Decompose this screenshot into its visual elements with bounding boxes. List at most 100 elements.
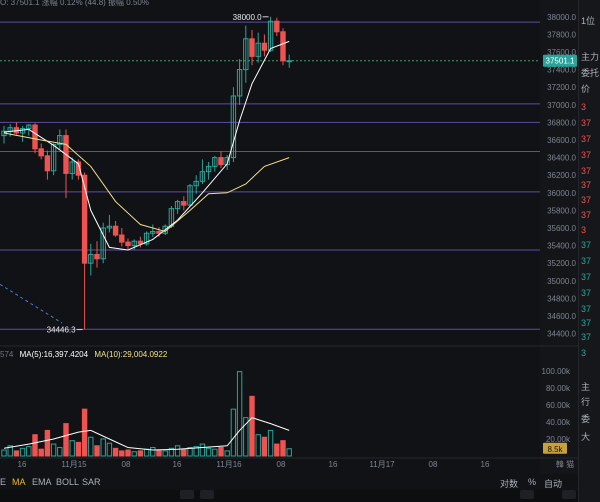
candle-body <box>119 234 125 243</box>
ma-line-ma5 <box>3 40 290 251</box>
candle-body <box>143 232 150 245</box>
volume-bar <box>174 445 181 457</box>
price-tick-label: 35000.0 <box>547 277 576 286</box>
time-tick-label: 11月15 <box>61 460 87 469</box>
candle-body <box>88 253 94 264</box>
volume-bar <box>267 429 274 457</box>
candle-body <box>286 60 292 63</box>
time-tick-label: 08 <box>429 460 438 469</box>
volume-bar <box>1 449 7 457</box>
volume-bar <box>181 448 187 457</box>
order-book-row: 37 <box>581 332 592 342</box>
candle-body <box>249 38 255 57</box>
volume-bar <box>50 443 57 457</box>
toolbar-right-item[interactable]: 自动 <box>544 479 563 489</box>
candle-body <box>100 227 106 260</box>
time-tick-label: 08 <box>122 460 131 469</box>
indicator-tab-boll[interactable]: BOLL <box>56 477 80 487</box>
volume-bar <box>224 450 230 457</box>
order-book-row: 37 <box>581 272 592 282</box>
volume-bar <box>218 446 224 457</box>
time-tick-label: 11月16 <box>216 460 242 469</box>
indicator-tab-e[interactable]: E <box>0 477 7 487</box>
order-book-row: 37 <box>581 195 592 205</box>
price-tick-label: 37600.0 <box>547 48 576 57</box>
volume-bar <box>137 450 144 457</box>
indicator-tab-sar[interactable]: SAR <box>82 477 101 487</box>
candle-body <box>69 161 75 174</box>
order-book-row: 37 <box>581 304 592 314</box>
candle-body <box>44 155 51 172</box>
footer-button[interactable] <box>562 490 576 499</box>
volume-bar <box>63 423 69 457</box>
volume-bar <box>286 448 292 457</box>
order-book-row: 37 <box>581 118 592 128</box>
volume-tick-label: 60.00k <box>546 401 571 410</box>
footer-button[interactable] <box>520 490 534 499</box>
footer-button[interactable] <box>180 490 194 499</box>
order-book-row: 37 <box>581 210 592 220</box>
order-book-row: 1位 <box>581 16 596 26</box>
volume-bar <box>125 449 131 457</box>
volume-bar <box>75 441 82 457</box>
toolbar-right-item[interactable]: 对数 <box>500 479 519 489</box>
price-tick-label: 36200.0 <box>547 171 576 180</box>
volume-bar <box>88 436 94 457</box>
time-tick-label: 16 <box>329 460 338 469</box>
order-book-row: 3 <box>581 348 587 358</box>
price-tick-label: 35400.0 <box>547 242 576 251</box>
indicator-tab-ema[interactable]: EMA <box>32 477 52 487</box>
price-tick-label: 34800.0 <box>547 294 576 303</box>
volume-bar <box>81 408 88 457</box>
price-tick-label: 36800.0 <box>547 118 576 127</box>
volume-bar <box>7 445 13 457</box>
volume-prefix: 574 <box>0 350 14 359</box>
candle-body <box>230 95 237 159</box>
candle-body <box>106 225 113 229</box>
price-tick-label: 37800.0 <box>547 30 576 39</box>
order-book-row: 价 <box>581 84 591 94</box>
candle-body <box>81 174 88 264</box>
footer-bar <box>0 490 578 502</box>
candle-body <box>75 161 82 176</box>
volume-bar <box>199 443 206 457</box>
trend-line <box>0 283 63 324</box>
last-price-label: 37501.1 <box>546 57 575 66</box>
volume-bar <box>249 395 255 457</box>
volume-bar <box>156 449 162 457</box>
volume-bar <box>94 445 100 457</box>
candle-body <box>38 148 44 157</box>
volume-bar <box>243 417 249 457</box>
volume-bar <box>26 446 32 457</box>
order-book-row: 行 <box>581 397 591 407</box>
volume-bar <box>162 450 168 457</box>
price-tick-label: 35200.0 <box>547 259 576 268</box>
volume-tick-label: 80.00k <box>546 384 571 393</box>
candle-body <box>131 240 137 247</box>
price-tick-label: 35800.0 <box>547 206 576 215</box>
price-tick-label: 37000.0 <box>547 101 576 110</box>
time-tick-label: 16 <box>481 460 490 469</box>
candle-body <box>137 240 144 245</box>
low-marker: 34446.3 <box>47 326 76 335</box>
candle-body <box>181 201 187 206</box>
candle-body <box>255 42 261 57</box>
candle-body <box>26 124 32 130</box>
candle-body <box>187 185 193 206</box>
footer-button[interactable] <box>200 490 214 499</box>
volume-bar <box>13 450 20 457</box>
volume-tick-label: 20.00k <box>546 435 571 444</box>
candle-body <box>261 42 268 51</box>
toolbar-right-item[interactable]: % <box>528 477 537 487</box>
volume-tick-label: 40.00k <box>546 418 571 427</box>
price-tick-label: 38000.0 <box>547 13 576 22</box>
candle-body <box>243 38 249 71</box>
price-tick-label: 34600.0 <box>547 312 576 321</box>
order-book-row: 主力 <box>581 52 600 62</box>
indicator-toolbar: E MA EMA BOLL SAR 对数% 自动 <box>0 474 578 490</box>
indicator-tab-ma[interactable]: MA <box>12 477 26 487</box>
ma-line-ma10 <box>3 132 290 233</box>
order-book-row: 37 <box>581 318 592 328</box>
price-axis-panel <box>540 0 578 474</box>
